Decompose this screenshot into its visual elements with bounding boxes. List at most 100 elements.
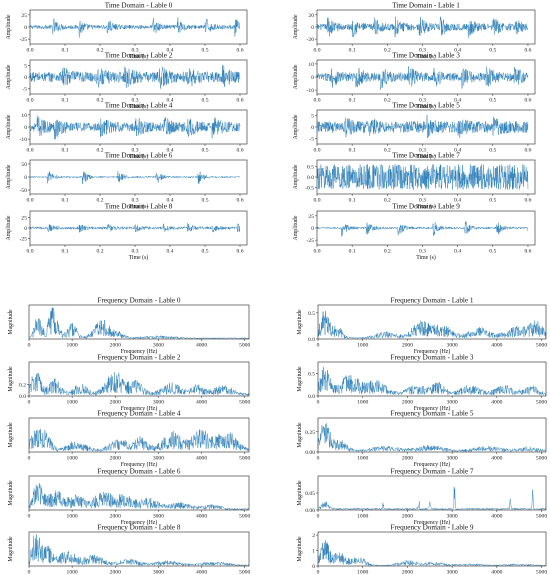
y-axis-label: Magnitude [297, 536, 303, 562]
y-tick-label: 25 [308, 214, 314, 220]
subplot-title: Time Domain - Lable 0 [105, 2, 173, 10]
x-tick-label: 0.1 [62, 48, 69, 54]
x-tick-label: 2000 [402, 343, 413, 349]
y-axis-label: Amplitude [6, 215, 12, 240]
x-tick-label: 4000 [196, 456, 207, 462]
x-tick-label: 0.0 [314, 48, 321, 54]
x-tick-label: 1000 [67, 343, 78, 349]
y-axis-label: Magnitude [8, 422, 14, 448]
y-tick-label: -5 [309, 136, 314, 142]
y-tick-label: 25 [21, 13, 27, 19]
x-tick-label: 2000 [402, 570, 413, 575]
x-tick-label: 5000 [239, 456, 250, 462]
x-tick-label: 0.5 [489, 148, 496, 154]
x-tick-label: 0.5 [489, 48, 496, 54]
x-tick-label: 4000 [196, 343, 207, 349]
y-tick-label: 0.00 [305, 450, 315, 456]
x-tick-label: 1000 [357, 570, 368, 575]
x-tick-label: 0.5 [202, 48, 209, 54]
axes-frame [30, 211, 247, 245]
signal-trace [30, 223, 240, 232]
y-tick-label: -10 [20, 137, 28, 143]
x-tick-label: 0 [317, 456, 320, 462]
signal-trace [318, 423, 546, 451]
x-tick-label: 0.1 [62, 148, 69, 154]
x-tick-label: 3000 [447, 343, 458, 349]
x-tick-label: 0.2 [384, 249, 391, 255]
x-tick-label: 3000 [447, 456, 458, 462]
signal-trace [29, 429, 249, 451]
x-tick-label: 5000 [239, 570, 250, 575]
x-tick-label: 0.0 [314, 98, 321, 104]
x-tick-label: 3000 [153, 570, 164, 575]
x-tick-label: 0.6 [524, 48, 531, 54]
x-tick-label: 0.1 [62, 198, 69, 204]
y-tick-label: 50 [21, 162, 27, 168]
x-tick-label: 4000 [491, 514, 502, 520]
subplot-f0: Frequency Domain - Lable 0 0 1000 2000 3000 4… [8, 297, 250, 356]
y-tick-label: -25 [20, 37, 28, 43]
signal-trace [30, 65, 240, 88]
signal-trace [317, 66, 528, 89]
x-tick-label: 1000 [357, 343, 368, 349]
x-tick-label: 0.6 [524, 98, 531, 104]
axes-frame [318, 305, 546, 339]
x-tick-label: 0.2 [384, 48, 391, 54]
x-tick-label: 0.1 [62, 98, 69, 104]
x-tick-label: 4000 [196, 514, 207, 520]
axes-frame [29, 532, 249, 566]
x-tick-label: 0.0 [27, 98, 34, 104]
x-tick-label: 0.5 [202, 148, 209, 154]
subplot-title: Time Domain - Lable 4 [105, 102, 173, 110]
y-tick-label: 0 [312, 564, 315, 570]
y-tick-label: 0 [24, 175, 27, 181]
x-tick-label: 3000 [447, 514, 458, 520]
x-tick-label: 3000 [153, 400, 164, 406]
subplot-title: Frequency Domain - Lable 7 [390, 468, 473, 476]
x-axis-label: Time (s) [416, 254, 436, 261]
x-tick-label: 0.1 [349, 198, 356, 204]
x-tick-label: 4000 [196, 400, 207, 406]
subplot-f1: Frequency Domain - Lable 10 1000 2000 3000 4… [297, 297, 547, 356]
x-tick-label: 1000 [67, 400, 78, 406]
x-tick-label: 0.0 [27, 48, 34, 54]
signal-trace [29, 372, 249, 395]
x-tick-label: 0 [317, 343, 320, 349]
subplot-f2: Frequency Domain - Lable 20 1000 2000 3000 4… [8, 354, 250, 413]
x-tick-label: 2000 [110, 456, 121, 462]
y-tick-label: 0.0 [308, 394, 315, 400]
y-tick-label: -5 [22, 86, 27, 92]
x-tick-label: 5000 [239, 400, 250, 406]
x-tick-label: 0.6 [524, 249, 531, 255]
signal-trace [30, 171, 240, 184]
x-tick-label: 0.1 [349, 98, 356, 104]
x-tick-label: 0.2 [97, 198, 104, 204]
signal-trace [30, 115, 240, 139]
x-tick-label: 2000 [110, 343, 121, 349]
subplot-title: Frequency Domain - Lable 8 [97, 524, 180, 532]
subplot-t7: Time Domain - Lable 7 0.0 0.1 0.2 0.3 0.4 0.5 0… [293, 152, 535, 211]
y-axis-label: Amplitude [6, 164, 12, 189]
subplot-title: Time Domain - Lable 2 [105, 52, 173, 60]
x-tick-label: 3000 [447, 400, 458, 406]
x-tick-label: 0.5 [489, 249, 496, 255]
y-tick-label: -50 [20, 188, 28, 194]
subplot-title: Frequency Domain - Lable 4 [97, 410, 180, 418]
y-tick-label: -0.5 [305, 186, 314, 192]
y-axis-label: Magnitude [297, 422, 303, 448]
x-tick-label: 0.6 [237, 98, 244, 104]
x-tick-label: 0.1 [349, 48, 356, 54]
x-tick-label: 5000 [536, 514, 547, 520]
y-tick-label: 0.5 [307, 164, 314, 170]
y-tick-label: 5 [311, 114, 314, 120]
x-tick-label: 0 [317, 514, 320, 520]
x-tick-label: 0.3 [419, 249, 426, 255]
x-tick-label: 0 [28, 456, 31, 462]
signal-trace [318, 540, 546, 566]
x-tick-label: 0 [317, 570, 320, 575]
y-tick-label: 0.0 [308, 337, 315, 343]
y-tick-label: 0 [311, 125, 314, 131]
signal-trace [317, 115, 528, 138]
x-tick-label: 0.5 [202, 249, 209, 255]
